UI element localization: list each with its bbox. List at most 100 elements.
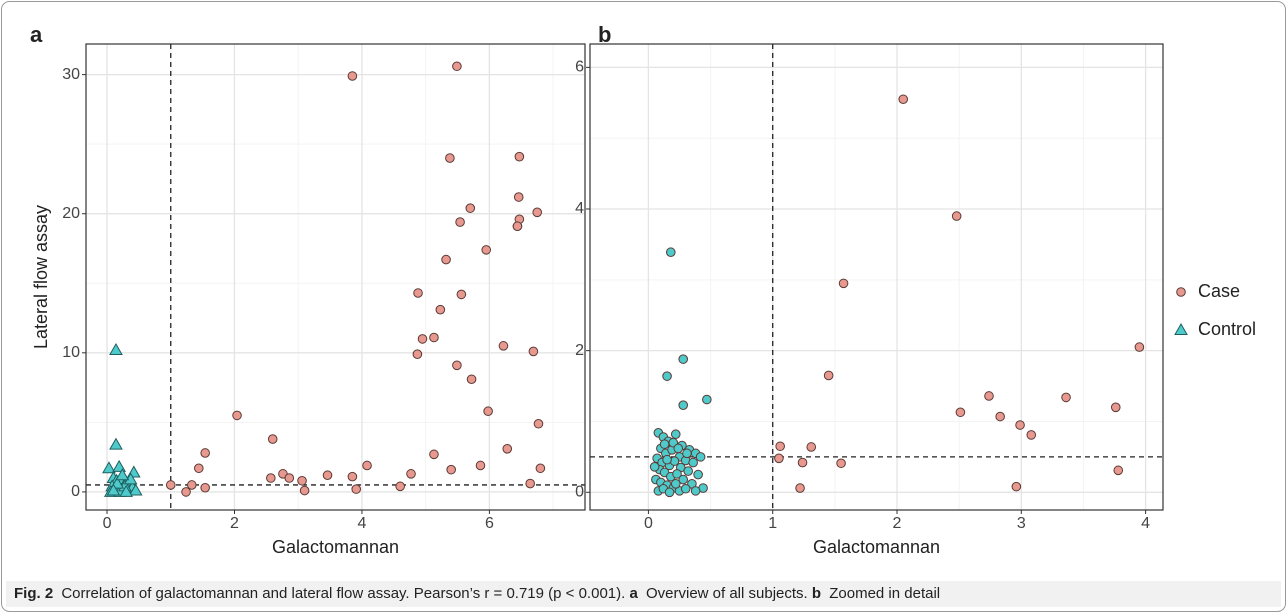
- point: [441, 254, 451, 265]
- point: [347, 471, 358, 482]
- point: [512, 221, 523, 232]
- point: [475, 460, 486, 471]
- point: [680, 483, 691, 494]
- x-tick-label: 6: [485, 515, 494, 532]
- point: [688, 457, 698, 468]
- point: [1026, 430, 1037, 440]
- point: [106, 483, 121, 496]
- y-tick-label: 20: [62, 205, 80, 222]
- x-tick-label: 4: [1141, 515, 1150, 532]
- point: [678, 354, 689, 364]
- point: [412, 349, 423, 360]
- point: [1061, 392, 1071, 403]
- legend-marker: [1174, 322, 1188, 335]
- point: [1113, 465, 1124, 476]
- point: [284, 473, 295, 483]
- point: [951, 211, 962, 221]
- point: [1134, 342, 1145, 352]
- point: [795, 483, 805, 493]
- point: [194, 463, 204, 474]
- x-axis-label: Galactomannan: [813, 537, 940, 557]
- legend-label: Case: [1198, 281, 1240, 301]
- x-tick-label: 2: [893, 515, 902, 532]
- point: [109, 437, 123, 450]
- point: [299, 485, 310, 496]
- point: [186, 480, 197, 490]
- point: [429, 332, 439, 343]
- point: [466, 374, 477, 385]
- point: [513, 192, 524, 202]
- point: [702, 394, 712, 405]
- point: [456, 289, 467, 300]
- point: [115, 468, 130, 481]
- point: [413, 288, 423, 298]
- point: [347, 71, 358, 81]
- point: [465, 203, 476, 213]
- point: [690, 486, 701, 496]
- y-tick-label: 30: [62, 66, 80, 83]
- plot-background: [590, 44, 1163, 510]
- y-tick-label: 0: [575, 484, 584, 501]
- caption-label: Fig. 2: [14, 585, 54, 602]
- panel-label: a: [30, 22, 43, 47]
- point: [452, 61, 462, 72]
- point: [664, 487, 675, 498]
- point: [532, 207, 543, 218]
- y-axis-label: Lateral flow assay: [31, 205, 51, 349]
- caption-text: Correlation of galactomannan and lateral…: [61, 585, 626, 602]
- point: [670, 478, 681, 489]
- point: [452, 360, 462, 371]
- point: [181, 487, 191, 497]
- point: [165, 480, 176, 490]
- point: [351, 484, 362, 494]
- point: [297, 475, 307, 486]
- point: [435, 304, 446, 315]
- point: [417, 334, 428, 344]
- point: [678, 400, 689, 410]
- point: [898, 94, 909, 105]
- point: [649, 461, 660, 472]
- point: [322, 470, 333, 481]
- legend-marker: [1176, 287, 1186, 297]
- x-axis-label: Galactomannan: [272, 537, 399, 557]
- point: [395, 481, 405, 492]
- plot-background: [86, 44, 585, 510]
- point: [533, 418, 544, 429]
- point: [128, 483, 143, 496]
- point: [683, 466, 693, 476]
- point: [682, 448, 692, 459]
- point: [1015, 420, 1025, 430]
- y-tick-label: 4: [575, 200, 584, 217]
- x-tick-label: 0: [103, 515, 112, 532]
- point: [483, 406, 493, 417]
- point: [693, 469, 703, 480]
- point: [838, 278, 849, 289]
- point: [267, 434, 278, 444]
- point: [109, 343, 123, 356]
- point: [659, 439, 670, 449]
- point: [446, 464, 456, 475]
- point: [774, 453, 784, 464]
- point: [445, 153, 455, 163]
- point: [836, 458, 846, 469]
- plot-border: [85, 43, 586, 511]
- point: [429, 449, 439, 460]
- point: [806, 442, 817, 452]
- x-tick-label: 3: [1017, 515, 1026, 532]
- point: [406, 469, 416, 479]
- point: [695, 452, 706, 462]
- y-tick-label: 0: [71, 483, 80, 500]
- point: [670, 429, 681, 440]
- x-tick-label: 4: [357, 515, 366, 532]
- caption-part-label: a: [629, 585, 638, 602]
- caption-part-label: b: [811, 585, 822, 602]
- point: [665, 247, 676, 258]
- point: [362, 460, 372, 471]
- point: [1011, 481, 1022, 492]
- point: [525, 478, 535, 489]
- x-tick-label: 0: [644, 515, 653, 532]
- point: [102, 461, 116, 474]
